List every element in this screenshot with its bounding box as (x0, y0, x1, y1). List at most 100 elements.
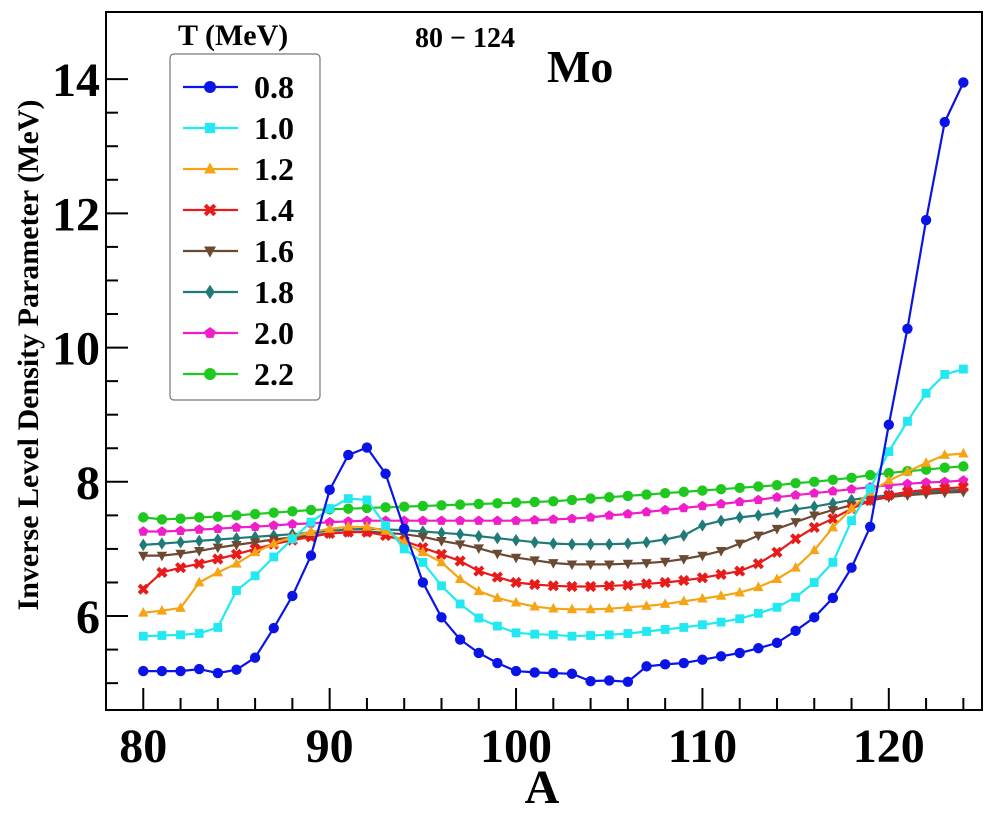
data-point (435, 548, 448, 560)
data-point (883, 419, 895, 430)
data-point (193, 512, 205, 523)
data-point (548, 559, 559, 569)
data-point (157, 537, 167, 550)
nucleus-element: Mo (547, 41, 613, 92)
data-point (939, 482, 951, 495)
data-point (380, 468, 391, 479)
data-point (566, 494, 578, 506)
legend-label: 1.4 (254, 192, 294, 228)
data-point (138, 631, 148, 641)
legend-marker (204, 162, 216, 174)
data-point (436, 556, 447, 567)
data-point (771, 546, 783, 558)
data-point (250, 521, 261, 531)
data-point (305, 550, 317, 561)
data-point (473, 515, 484, 525)
data-point (790, 518, 801, 528)
data-point (604, 602, 615, 613)
data-point (940, 370, 950, 379)
data-point (697, 654, 708, 665)
data-point (529, 556, 540, 567)
data-point (548, 667, 559, 679)
data-point (473, 647, 484, 659)
data-point (156, 566, 168, 578)
x-axis-ticks: 80 90 100 110 120 (119, 688, 965, 773)
data-point (827, 474, 839, 485)
data-point (903, 416, 912, 426)
data-point (883, 489, 895, 501)
legend-item: 1.2 (183, 151, 294, 187)
data-point (864, 469, 876, 481)
series-line (143, 465, 964, 521)
data-point (605, 537, 614, 551)
data-point (939, 116, 950, 128)
data-point (212, 543, 224, 554)
data-point (715, 568, 727, 581)
data-point (883, 467, 895, 479)
data-point (790, 625, 801, 637)
data-point (622, 508, 633, 519)
data-point (157, 526, 167, 536)
data-point (958, 461, 969, 472)
data-point (566, 560, 578, 571)
data-point (454, 573, 466, 584)
data-point (454, 540, 466, 550)
data-point (678, 657, 689, 669)
data-point (698, 620, 707, 630)
data-point (212, 523, 223, 533)
data-point (417, 546, 429, 557)
data-point (920, 484, 932, 496)
data-point (436, 612, 447, 623)
legend-label: 1.6 (254, 233, 294, 269)
data-point (716, 498, 726, 509)
data-point (902, 466, 913, 476)
data-point (324, 516, 335, 527)
data-point (455, 599, 465, 609)
data-point (361, 521, 373, 531)
data-point (436, 536, 447, 547)
data-point (418, 557, 428, 567)
data-point (306, 517, 316, 527)
data-point (659, 598, 671, 608)
data-point (586, 537, 595, 551)
data-point (846, 502, 857, 513)
data-point (660, 504, 671, 515)
data-point (808, 521, 820, 534)
data-point (176, 535, 185, 549)
data-point (268, 622, 279, 634)
legend-item: 1.4 (183, 192, 294, 228)
data-point (380, 525, 391, 535)
data-point (585, 560, 596, 571)
data-point (175, 513, 186, 524)
data-point (659, 557, 671, 568)
data-point (510, 596, 522, 607)
data-point (510, 497, 522, 508)
data-point (679, 529, 688, 542)
data-point (380, 502, 391, 513)
data-point (529, 496, 540, 508)
data-point (474, 529, 483, 543)
data-point (547, 580, 559, 592)
data-point (734, 565, 746, 577)
data-point (305, 504, 317, 516)
data-point (659, 659, 671, 670)
data-point (623, 629, 633, 638)
data-point (305, 526, 317, 537)
data-point (548, 496, 559, 507)
data-point (175, 665, 186, 677)
legend-marker (204, 246, 216, 258)
data-point (343, 449, 354, 461)
data-point (697, 500, 708, 511)
data-point (901, 486, 914, 498)
data-point (809, 612, 820, 623)
data-point (716, 617, 726, 627)
legend-label: 2.2 (254, 356, 294, 392)
data-point (491, 571, 503, 583)
data-point (193, 663, 205, 675)
x-tick-label: 80 (119, 720, 167, 773)
data-point (249, 508, 261, 520)
data-point (437, 526, 446, 540)
legend-marker (204, 368, 216, 380)
data-point (473, 585, 484, 596)
